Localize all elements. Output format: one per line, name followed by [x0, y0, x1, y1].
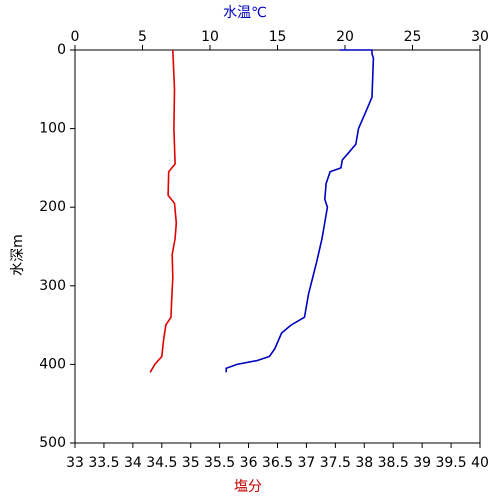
- x-tick-label: 40: [471, 455, 489, 471]
- x-tick-label: 36.5: [262, 455, 293, 471]
- y-tick-label: 0: [57, 42, 66, 58]
- x2-tick-label: 25: [404, 29, 422, 45]
- y-tick-label: 500: [39, 435, 66, 451]
- plot-frame: [74, 49, 481, 444]
- x-tick-label: 35.5: [204, 455, 235, 471]
- x-tick-label: 38: [355, 455, 373, 471]
- x2-tick-label: 0: [71, 29, 80, 45]
- x-tick-label: 33.5: [88, 455, 119, 471]
- y-tick-label: 300: [39, 278, 66, 294]
- y-tick-label: 100: [39, 121, 66, 137]
- x-tick-label: 34: [124, 455, 142, 471]
- x-tick-label: 37: [298, 455, 316, 471]
- y-tick-label: 400: [39, 356, 66, 372]
- x2-tick-label: 30: [471, 29, 489, 45]
- x2-tick-label: 20: [336, 29, 354, 45]
- x-tick-label: 33: [66, 455, 84, 471]
- bottom-axis-label: 塩分: [234, 479, 262, 495]
- x-tick-label: 39.5: [435, 455, 466, 471]
- top-axis-label: 水温℃: [223, 5, 267, 21]
- x-tick-label: 38.5: [378, 455, 409, 471]
- x2-tick-label: 15: [269, 29, 287, 45]
- x2-tick-label: 10: [201, 29, 219, 45]
- profile-line: [149, 49, 178, 373]
- x2-tick-label: 5: [138, 29, 147, 45]
- y-axis-label: 水深m: [10, 234, 26, 276]
- x-tick-label: 35: [182, 455, 200, 471]
- x-tick-label: 39: [413, 455, 431, 471]
- x-tick-label: 36: [240, 455, 258, 471]
- y-tick-label: 200: [39, 199, 66, 215]
- profile-line: [225, 49, 375, 373]
- x-tick-label: 34.5: [146, 455, 177, 471]
- x-tick-label: 37.5: [320, 455, 351, 471]
